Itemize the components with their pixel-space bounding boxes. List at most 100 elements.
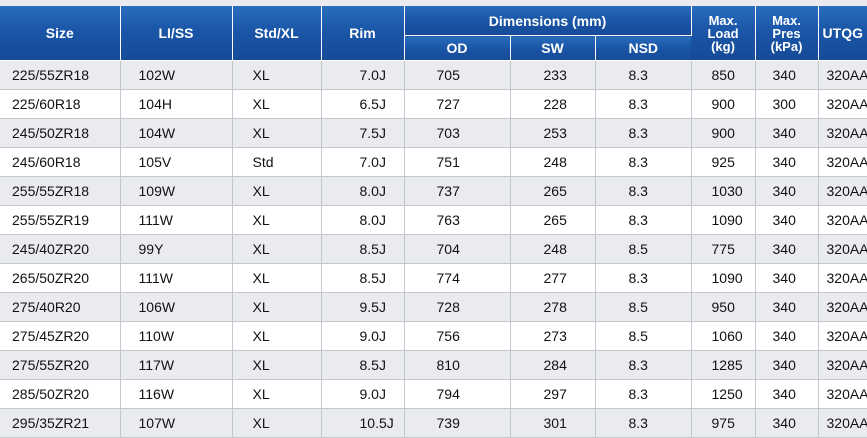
cell-li-ss: 110W	[120, 321, 233, 351]
cell-max-load: 925	[691, 147, 756, 177]
header-li-ss: LI/SS	[120, 6, 233, 61]
cell-nsd: 8.3	[595, 263, 692, 293]
table-row: 225/55ZR18 102W XL 7.0J 705 233 8.3 850 340 320AA	[0, 60, 867, 90]
cell-rim: 9.5J	[321, 292, 405, 322]
cell-size: 245/50ZR18	[0, 118, 121, 148]
cell-od: 737	[404, 176, 511, 206]
cell-nsd: 8.3	[595, 205, 692, 235]
table-row: 245/40ZR20 99Y XL 8.5J 704 248 8.5 775 340 320AA	[0, 234, 867, 264]
cell-max-load: 1285	[691, 350, 756, 380]
cell-max-pres: 340	[755, 60, 819, 90]
cell-sw: 284	[510, 350, 596, 380]
cell-od: 794	[404, 379, 511, 409]
cell-od: 728	[404, 292, 511, 322]
header-dimensions: Dimensions (mm)	[404, 6, 692, 36]
cell-od: 705	[404, 60, 511, 90]
cell-size: 245/40ZR20	[0, 234, 121, 264]
cell-od: 756	[404, 321, 511, 351]
header-std-xl: Std/XL	[232, 6, 322, 61]
cell-std-xl: XL	[232, 408, 322, 438]
header-od: OD	[404, 35, 511, 61]
cell-std-xl: XL	[232, 321, 322, 351]
cell-max-load: 1090	[691, 205, 756, 235]
cell-sw: 278	[510, 292, 596, 322]
cell-std-xl: XL	[232, 263, 322, 293]
cell-nsd: 8.3	[595, 350, 692, 380]
cell-std-xl: XL	[232, 176, 322, 206]
cell-li-ss: 104H	[120, 89, 233, 119]
cell-max-load: 775	[691, 234, 756, 264]
cell-utqg: 320AA	[818, 263, 867, 293]
cell-od: 774	[404, 263, 511, 293]
cell-max-pres: 340	[755, 379, 819, 409]
cell-nsd: 8.3	[595, 89, 692, 119]
cell-sw: 248	[510, 147, 596, 177]
table-row: 245/60R18 105V Std 7.0J 751 248 8.3 925 340 320AA	[0, 147, 867, 177]
cell-utqg: 320AA	[818, 350, 867, 380]
cell-max-pres: 340	[755, 234, 819, 264]
cell-nsd: 8.5	[595, 234, 692, 264]
cell-rim: 9.0J	[321, 379, 405, 409]
cell-max-load: 1030	[691, 176, 756, 206]
header-max-pres: Max. Pres (kPa)	[755, 6, 819, 61]
cell-size: 255/55ZR18	[0, 176, 121, 206]
cell-sw: 301	[510, 408, 596, 438]
cell-max-pres: 340	[755, 292, 819, 322]
cell-utqg: 320AA	[818, 60, 867, 90]
cell-li-ss: 111W	[120, 263, 233, 293]
cell-utqg: 320AA	[818, 321, 867, 351]
cell-utqg: 320AA	[818, 176, 867, 206]
cell-utqg: 320AA	[818, 292, 867, 322]
cell-li-ss: 106W	[120, 292, 233, 322]
cell-od: 703	[404, 118, 511, 148]
cell-rim: 8.0J	[321, 205, 405, 235]
cell-sw: 273	[510, 321, 596, 351]
cell-nsd: 8.3	[595, 379, 692, 409]
cell-max-load: 1060	[691, 321, 756, 351]
cell-size: 225/55ZR18	[0, 60, 121, 90]
cell-max-pres: 340	[755, 147, 819, 177]
cell-sw: 248	[510, 234, 596, 264]
cell-rim: 7.0J	[321, 147, 405, 177]
table-row: 265/50ZR20 111W XL 8.5J 774 277 8.3 1090 340 320A…	[0, 263, 867, 293]
cell-nsd: 8.5	[595, 321, 692, 351]
cell-nsd: 8.5	[595, 292, 692, 322]
cell-li-ss: 102W	[120, 60, 233, 90]
cell-od: 704	[404, 234, 511, 264]
cell-size: 255/55ZR19	[0, 205, 121, 235]
cell-rim: 7.5J	[321, 118, 405, 148]
cell-utqg: 320AA	[818, 408, 867, 438]
table-row: 295/35ZR21 107W XL 10.5J 739 301 8.3 975 340 320A…	[0, 408, 867, 438]
table-header: Size LI/SS Std/XL Rim Dimensions (mm) Ma…	[0, 6, 867, 61]
tire-spec-table: Size LI/SS Std/XL Rim Dimensions (mm) Ma…	[0, 6, 867, 438]
cell-size: 265/50ZR20	[0, 263, 121, 293]
cell-max-pres: 340	[755, 176, 819, 206]
cell-size: 225/60R18	[0, 89, 121, 119]
cell-std-xl: XL	[232, 379, 322, 409]
cell-utqg: 320AA	[818, 89, 867, 119]
table-row: 275/40R20 106W XL 9.5J 728 278 8.5 950 340 320AA	[0, 292, 867, 322]
table-row: 245/50ZR18 104W XL 7.5J 703 253 8.3 900 340 320AA	[0, 118, 867, 148]
cell-std-xl: XL	[232, 234, 322, 264]
cell-od: 739	[404, 408, 511, 438]
cell-size: 275/55ZR20	[0, 350, 121, 380]
cell-nsd: 8.3	[595, 408, 692, 438]
cell-std-xl: Std	[232, 147, 322, 177]
cell-size: 245/60R18	[0, 147, 121, 177]
header-size: Size	[0, 6, 121, 61]
cell-utqg: 320AA	[818, 205, 867, 235]
cell-size: 275/45ZR20	[0, 321, 121, 351]
table-body: 225/55ZR18 102W XL 7.0J 705 233 8.3 850 340 320AA…	[0, 60, 867, 438]
cell-max-pres: 340	[755, 263, 819, 293]
cell-rim: 8.5J	[321, 350, 405, 380]
cell-rim: 6.5J	[321, 89, 405, 119]
table-row: 275/45ZR20 110W XL 9.0J 756 273 8.5 1060 340 320A…	[0, 321, 867, 351]
cell-std-xl: XL	[232, 89, 322, 119]
cell-max-load: 975	[691, 408, 756, 438]
table-row: 255/55ZR18 109W XL 8.0J 737 265 8.3 1030 340 320A…	[0, 176, 867, 206]
cell-size: 285/50ZR20	[0, 379, 121, 409]
cell-li-ss: 109W	[120, 176, 233, 206]
cell-max-pres: 340	[755, 321, 819, 351]
cell-rim: 8.5J	[321, 234, 405, 264]
cell-std-xl: XL	[232, 292, 322, 322]
